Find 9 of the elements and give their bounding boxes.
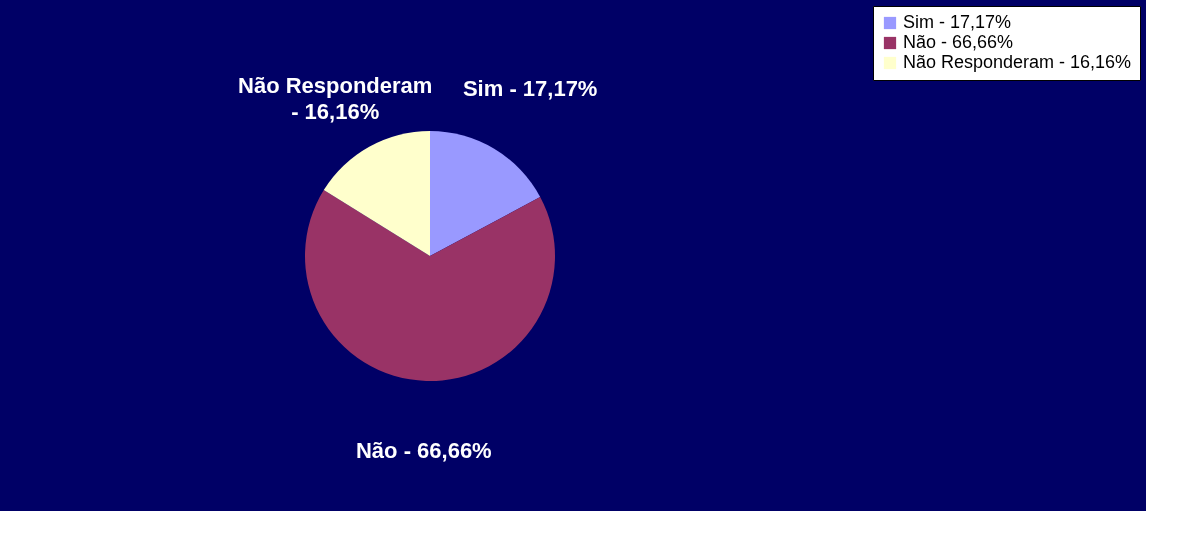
slice-label: Sim - 17,17%	[462, 75, 598, 101]
legend-label: Não Responderam - 16,16%	[903, 52, 1132, 72]
pie-slice	[305, 190, 555, 381]
slice-label: Não - 66,66%	[355, 437, 492, 463]
legend-label: Não - 66,66%	[903, 32, 1014, 52]
pie-slice	[323, 131, 430, 256]
slice-label: Não Responderam - 16,16%	[238, 72, 433, 124]
legend-label: Sim - 17,17%	[903, 12, 1012, 32]
pie-slice	[430, 131, 541, 256]
